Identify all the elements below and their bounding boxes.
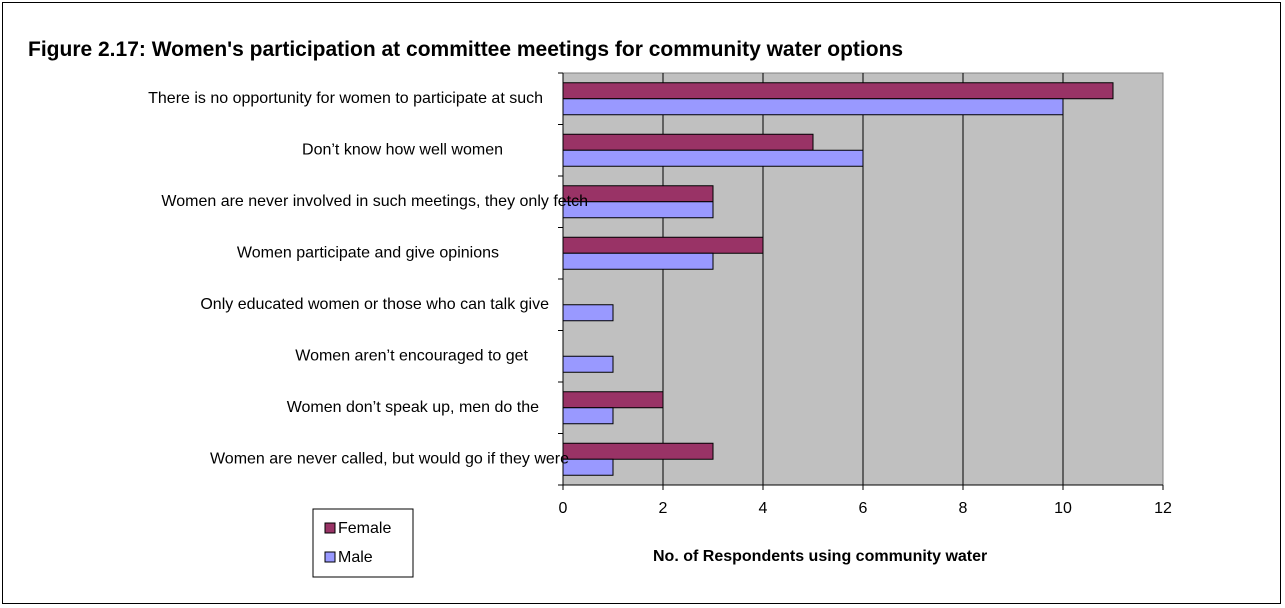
x-tick-label: 4 bbox=[759, 500, 768, 517]
x-tick-label: 12 bbox=[1154, 500, 1172, 517]
x-tick-label: 8 bbox=[959, 500, 968, 517]
bar-female bbox=[562, 236, 764, 254]
x-axis-ticks: 0 2 4 6 8 10 12 bbox=[559, 485, 1172, 517]
bar-male bbox=[562, 252, 714, 270]
bar-female bbox=[562, 133, 814, 151]
category-label: Women are never called, but would go if … bbox=[210, 451, 569, 468]
bar-female bbox=[562, 391, 664, 409]
chart-title: Figure 2.17: Women's participation at co… bbox=[28, 38, 903, 61]
legend-label-female: Female bbox=[338, 520, 391, 537]
category-label: Women aren’t encouraged to get bbox=[295, 348, 528, 365]
legend-box bbox=[312, 508, 414, 578]
bar-male bbox=[562, 458, 614, 476]
category-label: Don’t know how well women bbox=[302, 142, 503, 159]
bar-female bbox=[562, 442, 714, 460]
category-label: Women participate and give opinions bbox=[237, 245, 499, 262]
x-axis-label: No. of Respondents using community water bbox=[653, 548, 987, 565]
legend: Female Male bbox=[312, 508, 414, 578]
category-label: Only educated women or those who can tal… bbox=[200, 296, 549, 313]
category-labels: There is no opportunity for women to par… bbox=[148, 90, 588, 468]
x-tick-label: 6 bbox=[859, 500, 868, 517]
y-axis-ticks bbox=[558, 72, 563, 486]
legend-swatch-male bbox=[324, 551, 336, 563]
legend-label-male: Male bbox=[338, 549, 373, 566]
legend-swatch-female bbox=[324, 522, 336, 534]
bar-male bbox=[562, 355, 614, 373]
category-label: Women are never involved in such meeting… bbox=[161, 193, 588, 210]
x-tick-label: 2 bbox=[659, 500, 668, 517]
bars bbox=[562, 82, 1114, 476]
category-label: Women don’t speak up, men do the bbox=[287, 399, 539, 416]
bar-male bbox=[562, 407, 614, 425]
x-tick-label: 0 bbox=[559, 500, 568, 517]
bar-male bbox=[562, 304, 614, 322]
bar-male bbox=[562, 98, 1064, 116]
bar-chart: Figure 2.17: Women's participation at co… bbox=[28, 38, 1172, 578]
x-tick-label: 10 bbox=[1054, 500, 1072, 517]
category-label: There is no opportunity for women to par… bbox=[148, 90, 543, 107]
bar-female bbox=[562, 82, 1114, 100]
bar-male bbox=[562, 149, 864, 167]
